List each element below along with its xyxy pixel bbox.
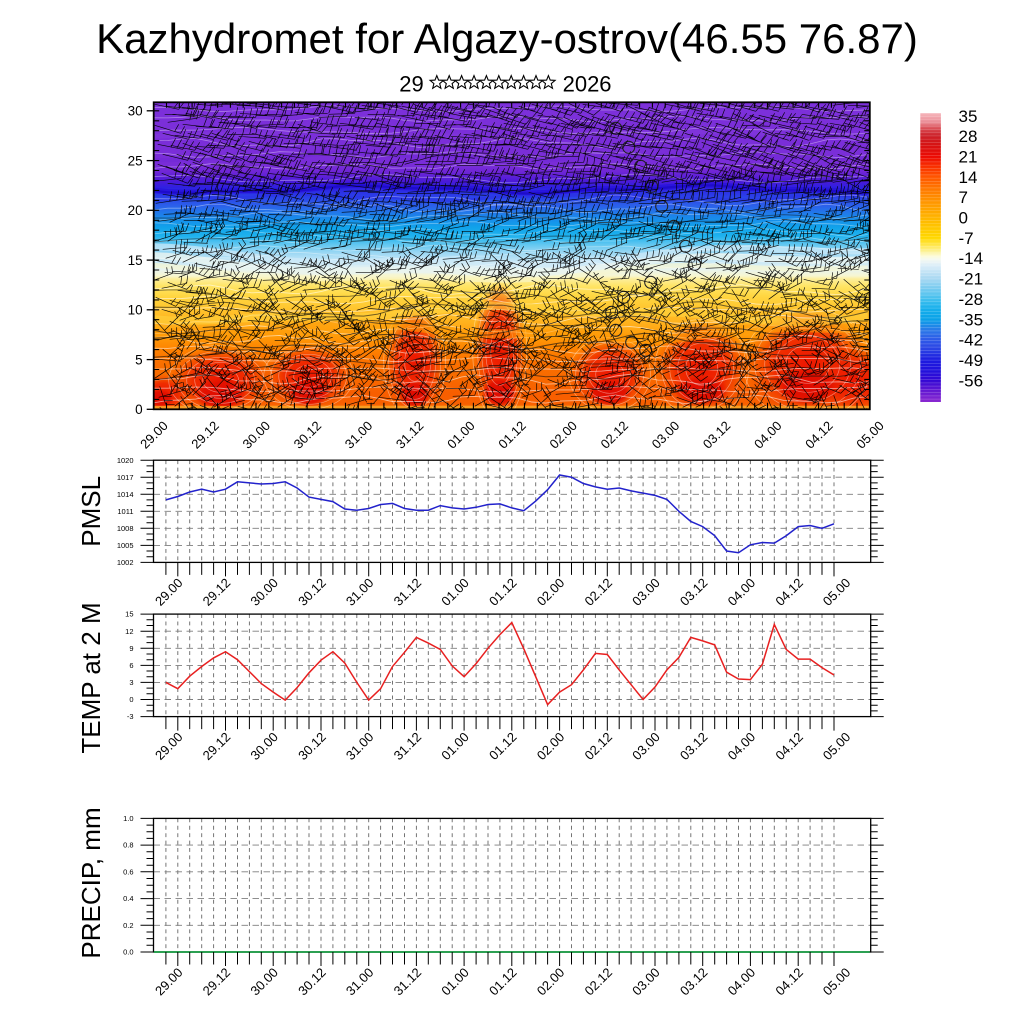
svg-text:21: 21 <box>959 148 978 167</box>
svg-text:0.6: 0.6 <box>123 867 133 876</box>
svg-text:PMSL: PMSL <box>76 476 106 547</box>
svg-text:20: 20 <box>128 203 143 218</box>
svg-text:0: 0 <box>135 402 143 417</box>
svg-text:TEMP at 2 M: TEMP at 2 M <box>76 602 106 753</box>
svg-text:12: 12 <box>125 627 133 636</box>
svg-text:28: 28 <box>959 127 978 146</box>
svg-text:0.8: 0.8 <box>123 841 133 850</box>
svg-text:-35: -35 <box>959 310 984 329</box>
svg-text:1011: 1011 <box>117 507 133 516</box>
svg-text:0: 0 <box>959 209 968 228</box>
svg-text:PRECIP, mm: PRECIP, mm <box>76 807 106 958</box>
svg-text:7: 7 <box>959 188 968 207</box>
svg-text:5: 5 <box>135 352 143 367</box>
svg-text:-28: -28 <box>959 290 984 309</box>
svg-text:0: 0 <box>129 695 133 704</box>
svg-text:1005: 1005 <box>117 541 134 550</box>
svg-text:25: 25 <box>128 153 143 168</box>
svg-text:-3: -3 <box>127 712 134 721</box>
svg-text:1014: 1014 <box>117 490 134 499</box>
svg-text:1.0: 1.0 <box>123 814 133 823</box>
svg-text:-14: -14 <box>959 249 984 268</box>
svg-text:9: 9 <box>129 644 133 653</box>
svg-text:1017: 1017 <box>117 473 134 482</box>
svg-text:29: 29 <box>399 72 423 97</box>
svg-text:Kazhydromet for Algazy-ostrov(: Kazhydromet for Algazy-ostrov(46.55 76.8… <box>96 15 918 62</box>
svg-text:-42: -42 <box>959 331 984 350</box>
svg-text:1002: 1002 <box>117 558 134 567</box>
svg-text:14: 14 <box>959 168 978 187</box>
svg-text:10: 10 <box>128 303 143 318</box>
svg-text:0.2: 0.2 <box>123 921 133 930</box>
svg-text:35: 35 <box>959 107 978 126</box>
svg-text:-49: -49 <box>959 351 984 370</box>
svg-text:0.4: 0.4 <box>123 894 133 903</box>
svg-text:-7: -7 <box>959 229 974 248</box>
svg-text:1008: 1008 <box>117 524 134 533</box>
svg-text:3: 3 <box>129 678 133 687</box>
svg-text:2026: 2026 <box>563 72 612 97</box>
svg-text:15: 15 <box>128 253 143 268</box>
svg-text:-56: -56 <box>959 371 984 390</box>
svg-text:0.0: 0.0 <box>123 948 133 957</box>
svg-text:30: 30 <box>128 104 143 119</box>
svg-text:1020: 1020 <box>117 456 134 465</box>
svg-text:6: 6 <box>129 661 133 670</box>
svg-text:15: 15 <box>125 610 133 619</box>
svg-text:-21: -21 <box>959 270 984 289</box>
